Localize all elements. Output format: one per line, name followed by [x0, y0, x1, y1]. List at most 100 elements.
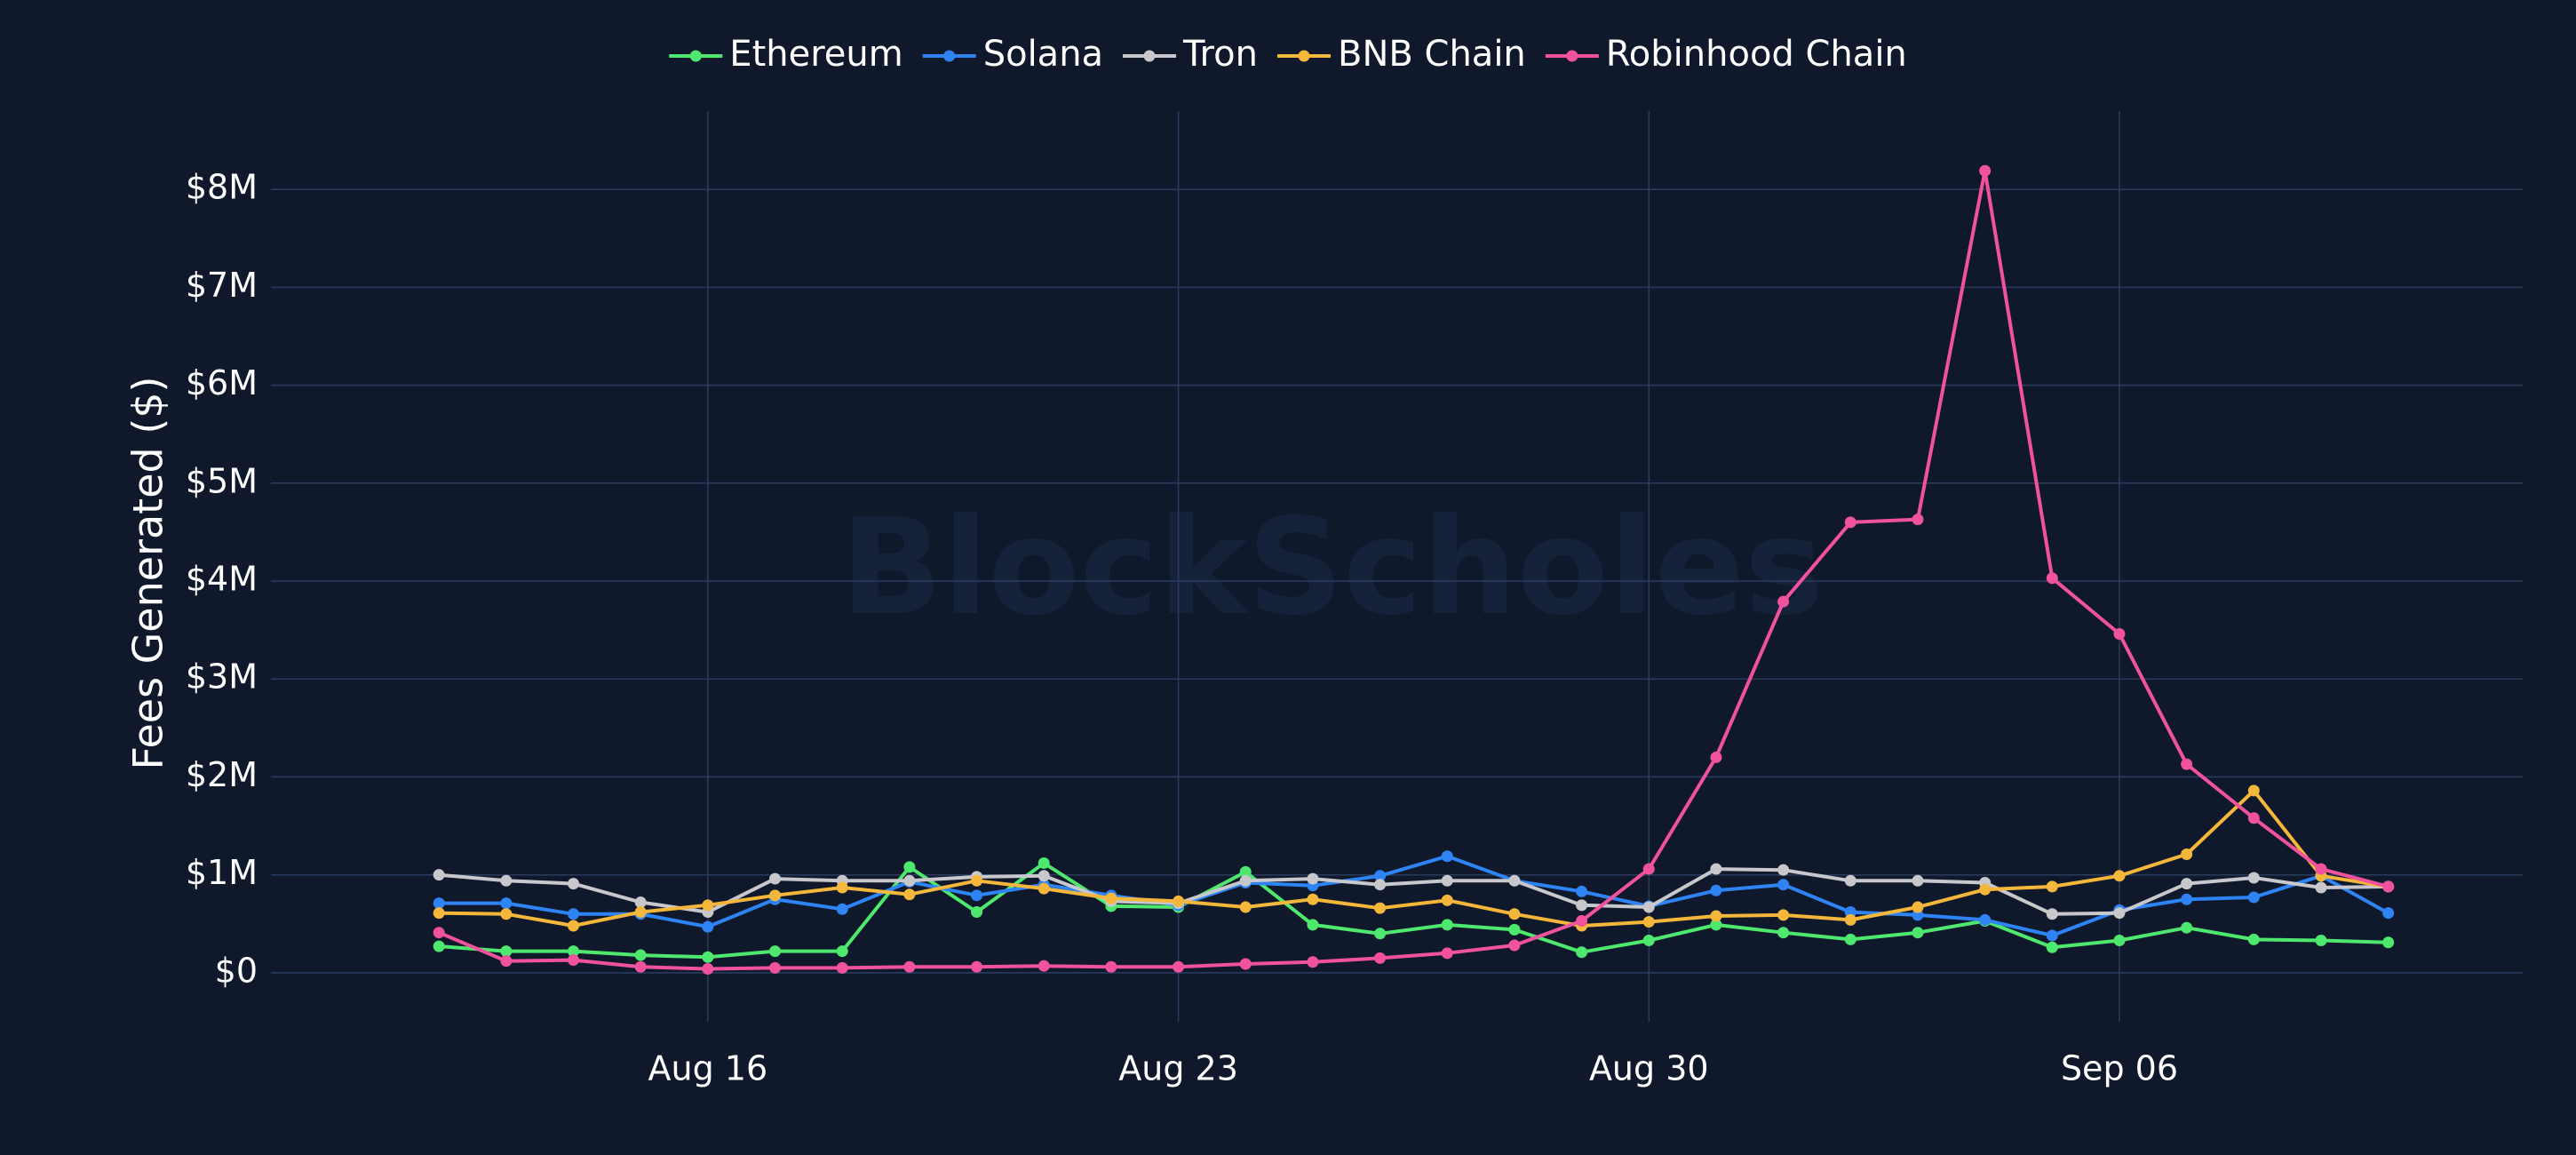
- data-point-robinhood-chain: [1307, 956, 1319, 968]
- data-point-solana: [1979, 913, 1992, 926]
- data-point-bnb-chain: [1979, 883, 1992, 896]
- data-point-bnb-chain: [1844, 913, 1856, 926]
- data-point-bnb-chain: [1173, 895, 1185, 907]
- legend-label: Ethereum: [729, 34, 902, 75]
- data-point-bnb-chain: [1307, 893, 1319, 905]
- legend-item-robinhood-chain[interactable]: Robinhood Chain: [1545, 34, 1907, 75]
- y-tick-label: $2M: [186, 755, 258, 794]
- x-tick-label: Aug 30: [1589, 1049, 1709, 1088]
- data-point-solana: [1576, 885, 1588, 897]
- data-point-bnb-chain: [1239, 901, 1252, 913]
- data-point-ethereum: [1710, 919, 1722, 931]
- data-point-robinhood-chain: [2382, 880, 2395, 893]
- axis-ticks: $0 $1M $2M $3M $4M $5M $6M $7M $8M Aug 16 Aug 23 Au…: [186, 168, 2178, 1088]
- data-point-tron: [1912, 874, 1924, 887]
- data-point-solana: [568, 908, 580, 920]
- data-point-bnb-chain: [500, 908, 513, 920]
- data-point-ethereum: [433, 940, 445, 952]
- data-point-robinhood-chain: [702, 962, 714, 975]
- data-point-robinhood-chain: [2181, 758, 2193, 770]
- data-point-solana: [971, 889, 983, 902]
- data-point-solana: [433, 897, 445, 910]
- data-point-bnb-chain: [433, 907, 445, 920]
- data-point-bnb-chain: [1912, 901, 1924, 913]
- legend-item-ethereum[interactable]: Ethereum: [669, 34, 903, 75]
- data-point-solana: [1777, 879, 1790, 891]
- data-point-bnb-chain: [1777, 909, 1790, 921]
- data-point-bnb-chain: [836, 881, 848, 894]
- data-point-bnb-chain: [2113, 870, 2126, 882]
- legend-label: Tron: [1182, 34, 1258, 75]
- series-ethereum: [433, 856, 2395, 963]
- data-point-solana: [500, 897, 513, 910]
- data-point-tron: [1038, 870, 1050, 882]
- data-point-bnb-chain: [1374, 902, 1387, 914]
- data-point-bnb-chain: [1105, 892, 1117, 904]
- data-point-ethereum: [702, 951, 714, 963]
- data-point-ethereum: [500, 945, 513, 958]
- y-tick-label: $4M: [186, 560, 258, 599]
- data-point-bnb-chain: [1038, 882, 1050, 895]
- series-line-bnb-chain: [437, 788, 2390, 928]
- data-point-bnb-chain: [903, 888, 916, 901]
- legend-swatch-marker: [1566, 50, 1578, 62]
- data-point-ethereum: [568, 945, 580, 958]
- data-point-robinhood-chain: [1239, 958, 1252, 970]
- legend-item-tron[interactable]: Tron: [1123, 34, 1258, 75]
- data-point-tron: [769, 872, 782, 885]
- series-lines: [433, 164, 2395, 975]
- y-tick-label: $6M: [186, 363, 258, 402]
- data-point-bnb-chain: [769, 889, 782, 902]
- legend-swatch-marker: [689, 50, 702, 62]
- y-axis-title: Fees Generated ($): [124, 377, 172, 770]
- data-point-ethereum: [634, 949, 647, 961]
- series-line-tron: [437, 867, 2390, 916]
- legend-label: BNB Chain: [1338, 34, 1526, 75]
- legend-label: Robinhood Chain: [1606, 34, 1907, 75]
- data-point-solana: [2247, 891, 2260, 904]
- legend-item-bnb-chain[interactable]: BNB Chain: [1277, 34, 1526, 75]
- data-point-ethereum: [1576, 946, 1588, 959]
- data-point-ethereum: [1844, 933, 1856, 945]
- data-point-tron: [1710, 863, 1722, 875]
- data-point-robinhood-chain: [1508, 939, 1521, 952]
- data-point-solana: [1441, 850, 1453, 863]
- data-point-bnb-chain: [971, 874, 983, 887]
- data-point-ethereum: [769, 945, 782, 958]
- data-point-robinhood-chain: [2315, 863, 2327, 875]
- data-point-bnb-chain: [702, 899, 714, 912]
- data-point-ethereum: [971, 906, 983, 919]
- x-tick-label: Aug 23: [1118, 1049, 1238, 1088]
- series-line-solana: [437, 854, 2390, 937]
- series-robinhood-chain: [433, 164, 2395, 975]
- gridlines: [271, 111, 2523, 1022]
- y-tick-label: $3M: [186, 657, 258, 697]
- data-point-robinhood-chain: [433, 927, 445, 939]
- data-point-ethereum: [2382, 936, 2395, 949]
- data-point-robinhood-chain: [903, 960, 916, 973]
- data-point-ethereum: [1642, 935, 1655, 947]
- data-point-robinhood-chain: [1642, 863, 1655, 875]
- data-point-ethereum: [1374, 928, 1387, 940]
- data-point-ethereum: [1777, 927, 1790, 939]
- data-point-robinhood-chain: [1912, 514, 1924, 526]
- legend-item-solana[interactable]: Solana: [922, 34, 1103, 75]
- series-tron: [433, 863, 2395, 920]
- data-point-tron: [2181, 878, 2193, 890]
- x-tick-label: Aug 16: [648, 1049, 768, 1088]
- data-point-tron: [2113, 907, 2126, 920]
- data-point-robinhood-chain: [836, 961, 848, 974]
- data-point-robinhood-chain: [1576, 914, 1588, 927]
- data-point-ethereum: [836, 945, 848, 958]
- data-point-ethereum: [2247, 933, 2260, 945]
- legend[interactable]: Ethereum Solana Tron BNB Chain Robinhood Cha…: [669, 34, 1907, 75]
- data-point-tron: [1307, 872, 1319, 885]
- data-point-tron: [2046, 908, 2058, 920]
- y-tick-label: $5M: [186, 461, 258, 500]
- data-point-tron: [903, 874, 916, 887]
- data-point-bnb-chain: [2247, 785, 2260, 797]
- data-point-robinhood-chain: [568, 954, 580, 967]
- data-point-tron: [500, 874, 513, 887]
- data-point-tron: [433, 869, 445, 881]
